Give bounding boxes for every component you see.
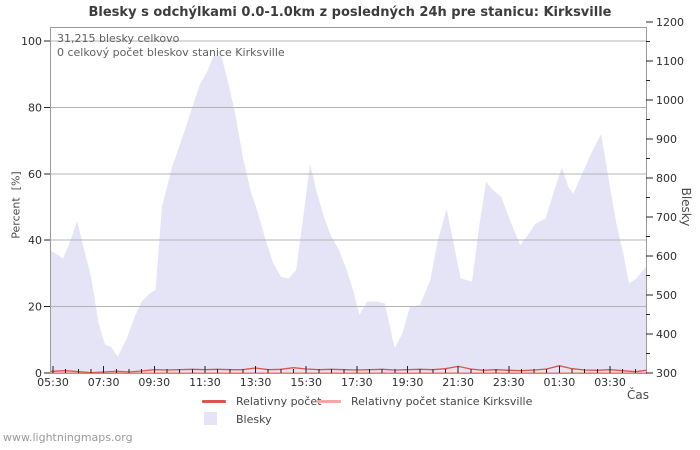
- x-tick-label: 07:30: [88, 376, 120, 389]
- line-series-relative: [49, 365, 647, 374]
- x-tick-label: 01:30: [544, 376, 576, 389]
- y-right-tick-label: 1000: [656, 94, 684, 107]
- y-left-tick-label: 40: [28, 234, 42, 247]
- x-tick-label: 03:30: [594, 376, 626, 389]
- legend-label-relative: Relativny počet: [236, 395, 322, 408]
- y-right-tick-label: 300: [656, 367, 677, 380]
- y-right-tick-label: 900: [656, 133, 677, 146]
- y-left-tick-label: 100: [21, 35, 42, 48]
- legend-label-station: Relativny počet stanice Kirksville: [351, 395, 533, 408]
- y-right-tick-label: 1200: [656, 16, 684, 29]
- y-right-tick-label: 500: [656, 289, 677, 302]
- x-tick-label: 17:30: [341, 376, 373, 389]
- x-tick-label: 09:30: [138, 376, 170, 389]
- y-axis-label-percent: Percent [%]: [9, 171, 23, 239]
- x-tick-label: 19:30: [392, 376, 424, 389]
- annotation-total-strikes: 31,215 blesky celkovo: [57, 32, 180, 45]
- x-tick-label: 05:30: [37, 376, 69, 389]
- y-right-tick-label: 700: [656, 211, 677, 224]
- x-tick-label: 21:30: [442, 376, 474, 389]
- legend-label-blesky: Blesky: [236, 413, 272, 426]
- y-axis-label-blesky: Blesky: [679, 187, 693, 227]
- x-axis-label-cas: Čas: [627, 388, 649, 402]
- y-left-tick-label: 0: [35, 367, 42, 380]
- y-right-tick-label: 600: [656, 250, 677, 263]
- x-tick-label: 15:30: [290, 376, 322, 389]
- area-series-blesky: [50, 55, 646, 374]
- y-right-tick-label: 400: [656, 328, 677, 341]
- watermark-lightningmaps: www.lightningmaps.org: [3, 431, 133, 444]
- plot-border: [50, 27, 647, 374]
- chart-title: Blesky s odchýlkami 0.0-1.0km z posledný…: [88, 5, 612, 20]
- y-left-tick-label: 60: [28, 168, 42, 181]
- x-tick-label: 23:30: [493, 376, 525, 389]
- legend-area-swatch-blesky: [204, 412, 217, 425]
- legend-line-swatch-station: [317, 400, 341, 403]
- y-right-tick-label: 800: [656, 172, 677, 185]
- y-right-tick-label: 1100: [656, 55, 684, 68]
- x-tick-label: 13:30: [240, 376, 272, 389]
- annotation-station-strikes: 0 celkový počet bleskov stanice Kirksvil…: [57, 46, 285, 59]
- y-left-tick-label: 80: [28, 101, 42, 114]
- legend-line-swatch-relative: [202, 400, 226, 403]
- x-tick-label: 11:30: [189, 376, 221, 389]
- y-left-tick-label: 20: [28, 301, 42, 314]
